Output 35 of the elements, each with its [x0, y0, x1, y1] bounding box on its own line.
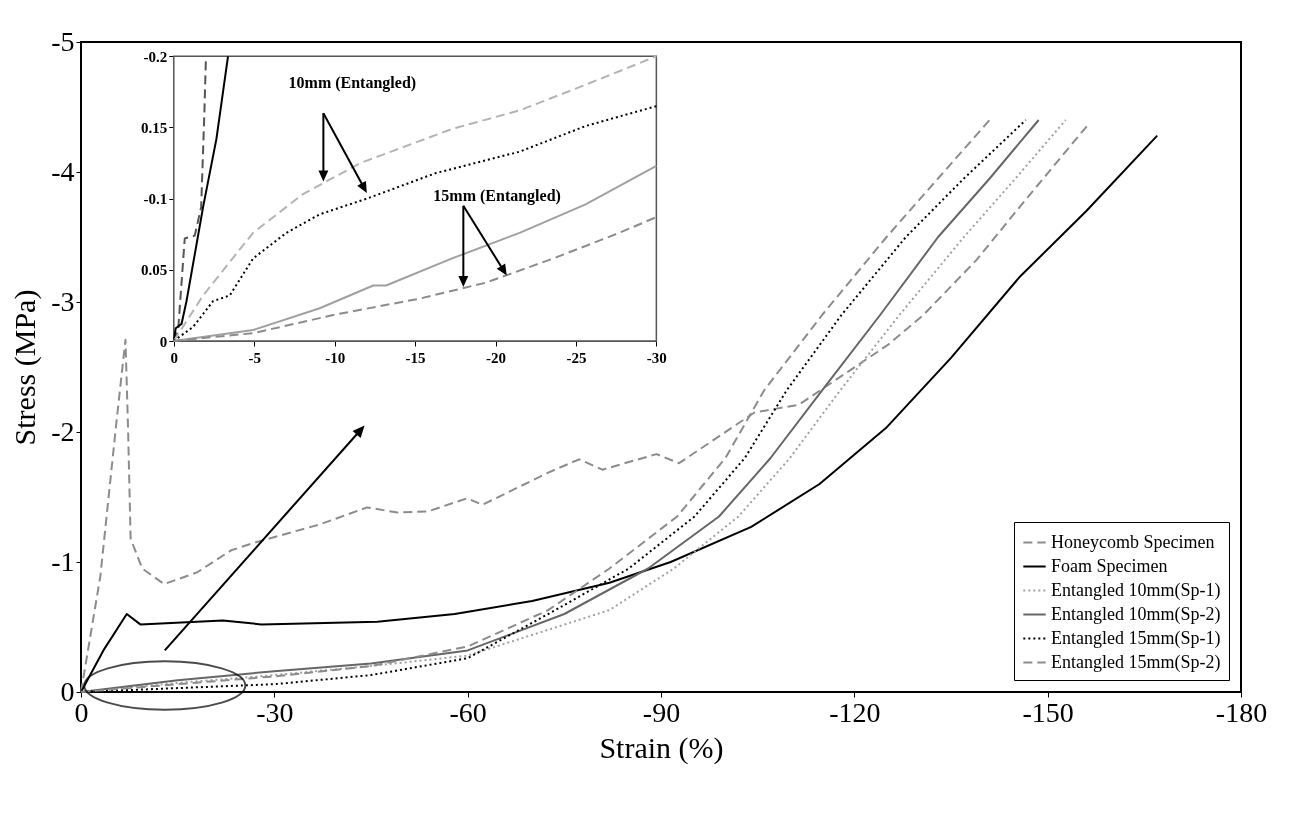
y-axis-title: Stress (MPa): [8, 289, 43, 446]
annotation: 10mm (Entangled): [288, 74, 417, 93]
legend-label: Entangled 15mm(Sp-2): [1051, 651, 1221, 673]
y-tick-label: -3: [51, 285, 75, 317]
x-tick-label: -60: [449, 696, 487, 728]
y-tick-label: 0.05: [141, 262, 168, 279]
y-tick-label: -4: [51, 155, 75, 187]
y-tick-label: 0: [60, 675, 75, 707]
x-tick-label: -120: [829, 696, 881, 728]
y-tick-label: 0: [159, 333, 168, 350]
y-tick-label: -0.1: [143, 191, 168, 208]
y-tick-label: 0.15: [141, 119, 168, 136]
x-tick-label: -180: [1215, 696, 1268, 728]
legend-label: Honeycomb Specimen: [1051, 531, 1215, 552]
x-tick-label: -30: [646, 349, 667, 366]
x-tick-label: -90: [642, 696, 681, 728]
y-tick-label: -5: [51, 25, 75, 57]
x-tick-label: -20: [486, 349, 507, 366]
annotation: 15mm (Entangled): [433, 186, 561, 205]
x-tick-label: -15: [405, 349, 426, 366]
y-tick-label: -0.2: [143, 48, 168, 65]
x-tick-label: -10: [325, 349, 346, 366]
legend-label: Entangled 10mm(Sp-1): [1051, 579, 1221, 601]
x-tick-label: -30: [256, 696, 294, 728]
y-tick-label: -2: [51, 415, 75, 447]
x-tick-label: -5: [248, 349, 261, 366]
line-series: [172, 216, 658, 342]
y-tick-label: -1: [51, 545, 75, 577]
legend-label: Foam Specimen: [1051, 555, 1168, 576]
x-axis-title: Strain (%): [599, 730, 724, 765]
x-tick-label: -150: [1022, 696, 1074, 728]
x-tick-label: 0: [170, 349, 179, 366]
legend-label: Entangled 10mm(Sp-2): [1051, 603, 1221, 625]
x-tick-label: -25: [566, 349, 587, 366]
legend-label: Entangled 15mm(Sp-1): [1051, 627, 1221, 649]
